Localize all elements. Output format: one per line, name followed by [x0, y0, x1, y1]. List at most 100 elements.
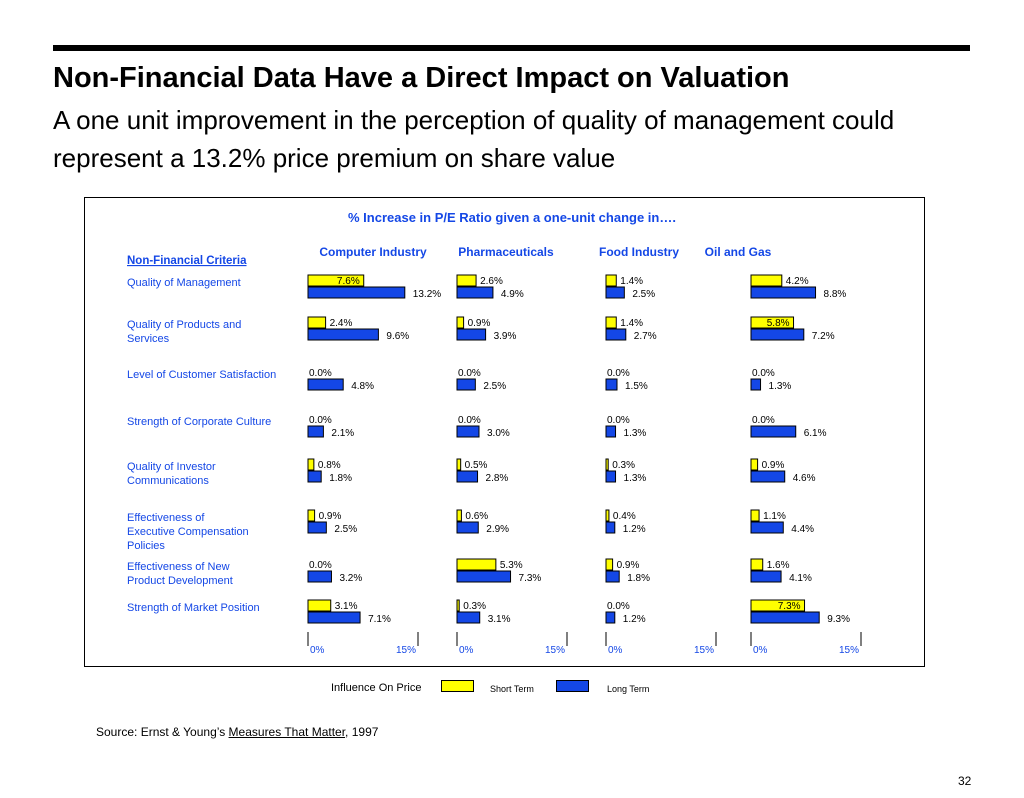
long-term-bar: [307, 378, 344, 391]
short-term-bar: [307, 509, 316, 522]
long-term-value-label: 7.1%: [368, 614, 391, 625]
long-term-bar: [750, 425, 797, 438]
long-term-bar: [605, 570, 620, 583]
short-term-bar: [750, 509, 760, 522]
long-term-bar: [605, 328, 627, 341]
short-term-bar: [605, 274, 617, 287]
industry-header: Computer Industry: [319, 245, 427, 259]
long-term-value-label: 4.6%: [793, 473, 816, 484]
long-term-bar: [605, 425, 617, 438]
slide-title: Non-Financial Data Have a Direct Impact …: [53, 62, 790, 94]
criteria-label: Quality of Products and Services: [127, 319, 241, 345]
axis-tick-label: 0%: [608, 645, 623, 656]
long-term-value-label: 7.2%: [812, 331, 835, 342]
short-term-value-label: 0.0%: [458, 368, 481, 379]
short-term-bar: [456, 558, 497, 571]
long-term-value-label: 2.9%: [486, 524, 509, 535]
criteria-label: Effectiveness of New Product Development: [127, 561, 233, 587]
long-term-bar: [750, 611, 820, 624]
long-term-bar: [307, 328, 379, 341]
long-term-value-label: 1.8%: [627, 573, 650, 584]
short-term-value-label: 4.2%: [786, 276, 809, 287]
long-term-value-label: 3.2%: [339, 573, 362, 584]
short-term-bar: [750, 274, 783, 287]
slide-subtitle: A one unit improvement in the perception…: [53, 105, 895, 173]
long-term-value-label: 3.1%: [488, 614, 511, 625]
long-term-bar: [307, 570, 332, 583]
long-term-bar: [750, 328, 805, 341]
long-term-value-label: 13.2%: [413, 289, 441, 300]
short-term-bar: [456, 509, 462, 522]
short-term-value-label: 0.0%: [607, 415, 630, 426]
short-term-value-label: 0.4%: [613, 511, 636, 522]
long-term-value-label: 3.9%: [494, 331, 517, 342]
long-term-bar: [750, 286, 817, 299]
short-term-bar: [456, 274, 477, 287]
long-term-bar: [307, 611, 361, 624]
long-term-value-label: 9.3%: [827, 614, 850, 625]
long-term-value-label: 7.3%: [519, 573, 542, 584]
short-term-value-label: 2.4%: [330, 318, 353, 329]
short-term-bar: [456, 458, 462, 471]
long-term-value-label: 2.1%: [331, 428, 354, 439]
axis-tick-label: 15%: [396, 645, 416, 656]
short-term-value-label: 3.1%: [335, 601, 358, 612]
short-term-value-label: 0.9%: [617, 560, 640, 571]
legend-short-label: Short Term: [490, 684, 534, 694]
long-term-value-label: 1.5%: [625, 381, 648, 392]
short-term-bar: [750, 558, 764, 571]
short-term-bar: [307, 458, 315, 471]
long-term-bar: [605, 286, 625, 299]
long-term-bar: [456, 570, 512, 583]
short-term-value-label: 0.3%: [463, 601, 486, 612]
axis-tick-label: 15%: [545, 645, 565, 656]
long-term-value-label: 1.2%: [623, 524, 646, 535]
long-term-value-label: 6.1%: [804, 428, 827, 439]
long-term-value-label: 1.2%: [623, 614, 646, 625]
long-term-value-label: 4.8%: [351, 381, 374, 392]
long-term-bar: [456, 378, 476, 391]
long-term-bar: [456, 470, 479, 483]
long-term-value-label: 1.3%: [769, 381, 792, 392]
short-term-value-label: 7.6%: [337, 276, 360, 287]
short-term-bar: [750, 458, 759, 471]
short-term-value-label: 2.6%: [480, 276, 503, 287]
long-term-value-label: 1.3%: [624, 428, 647, 439]
short-term-value-label: 0.3%: [612, 460, 635, 471]
long-term-bar: [605, 521, 616, 534]
long-term-value-label: 3.0%: [487, 428, 510, 439]
criteria-label: Quality of Investor Communications: [127, 461, 216, 487]
industry-header: Food Industry: [599, 245, 679, 259]
short-term-value-label: 0.0%: [309, 415, 332, 426]
chart-frame: [84, 197, 925, 667]
long-term-bar: [750, 570, 782, 583]
short-term-value-label: 5.8%: [767, 318, 790, 329]
industry-header: Pharmaceuticals: [458, 245, 554, 259]
long-term-value-label: 2.5%: [483, 381, 506, 392]
long-term-bar: [456, 611, 481, 624]
criteria-label: Strength of Market Position: [127, 602, 260, 614]
long-term-value-label: 4.9%: [501, 289, 524, 300]
page-number: 32: [958, 774, 972, 788]
short-term-value-label: 0.9%: [762, 460, 785, 471]
industry-header: Oil and Gas: [705, 245, 772, 259]
short-term-value-label: 0.0%: [309, 368, 332, 379]
short-term-bar: [307, 274, 365, 287]
long-term-value-label: 1.8%: [329, 473, 352, 484]
short-term-value-label: 1.6%: [767, 560, 790, 571]
short-term-value-label: 7.3%: [778, 601, 801, 612]
short-term-bar: [605, 558, 614, 571]
long-term-bar: [456, 286, 494, 299]
long-term-bar: [456, 521, 479, 534]
legend-title: Influence On Price: [331, 682, 422, 694]
short-term-bar: [750, 599, 806, 612]
short-term-value-label: 0.5%: [465, 460, 488, 471]
criteria-header: Non-Financial Criteria: [127, 255, 247, 267]
long-term-value-label: 4.1%: [789, 573, 812, 584]
legend-short-swatch: [441, 680, 474, 692]
long-term-bar: [456, 425, 480, 438]
chart-title: % Increase in P/E Ratio given a one-unit…: [348, 210, 676, 225]
criteria-label: Effectiveness of Executive Compensation Po…: [127, 512, 249, 552]
criteria-label: Quality of Management: [127, 277, 241, 289]
